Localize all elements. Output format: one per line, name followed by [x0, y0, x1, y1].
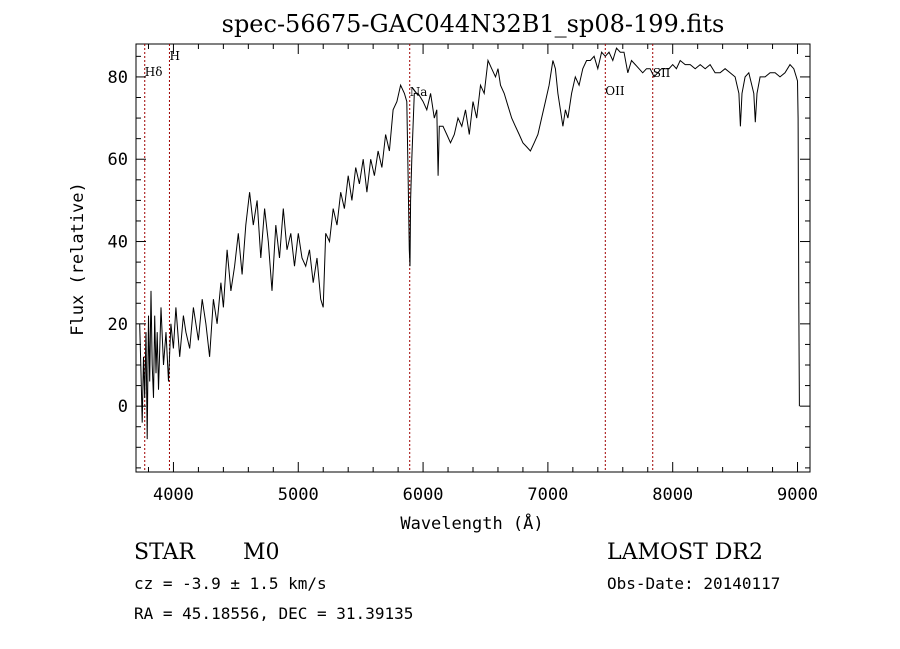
- y-tick-label: 0: [118, 397, 128, 417]
- y-axis-ticks: 0 20 40 60 80: [108, 55, 810, 469]
- marker-label: Na: [410, 85, 428, 99]
- object-subclass: M0: [243, 540, 280, 565]
- marker-label: SII: [653, 66, 671, 80]
- marker-label: OII: [605, 84, 625, 98]
- y-tick-label: 20: [108, 315, 128, 335]
- x-tick-label: 4000: [153, 485, 194, 505]
- x-tick-label: 9000: [777, 485, 818, 505]
- spectrum-series-line: [139, 47, 800, 440]
- x-axis-ticks: 4000 5000 6000 7000 8000 9000: [147, 44, 818, 505]
- y-axis-label: Flux (relative): [68, 182, 88, 336]
- object-class: STAR: [134, 540, 196, 565]
- x-tick-label: 8000: [652, 485, 693, 505]
- y-tick-label: 40: [108, 233, 128, 253]
- x-axis-label: Wavelength (Å): [400, 512, 543, 534]
- observation-date: Obs-Date: 20140117: [607, 574, 780, 593]
- sky-coordinates: RA = 45.18556, DEC = 31.39135: [134, 604, 413, 623]
- y-tick-label: 60: [108, 150, 128, 170]
- chart-title: spec-56675-GAC044N32B1_sp08-199.fits: [222, 10, 725, 38]
- x-tick-label: 7000: [527, 485, 568, 505]
- spectral-line-markers: Hδ H Na OII SII: [144, 44, 671, 472]
- y-tick-label: 80: [108, 68, 128, 88]
- x-tick-label: 5000: [278, 485, 319, 505]
- redshift-readout: cz = -3.9 ± 1.5 km/s: [134, 574, 327, 593]
- marker-label: H: [169, 49, 179, 63]
- marker-label: Hδ: [145, 65, 163, 79]
- plot-frame: [135, 43, 811, 473]
- survey-label: LAMOST DR2: [607, 540, 763, 565]
- x-tick-label: 6000: [403, 485, 444, 505]
